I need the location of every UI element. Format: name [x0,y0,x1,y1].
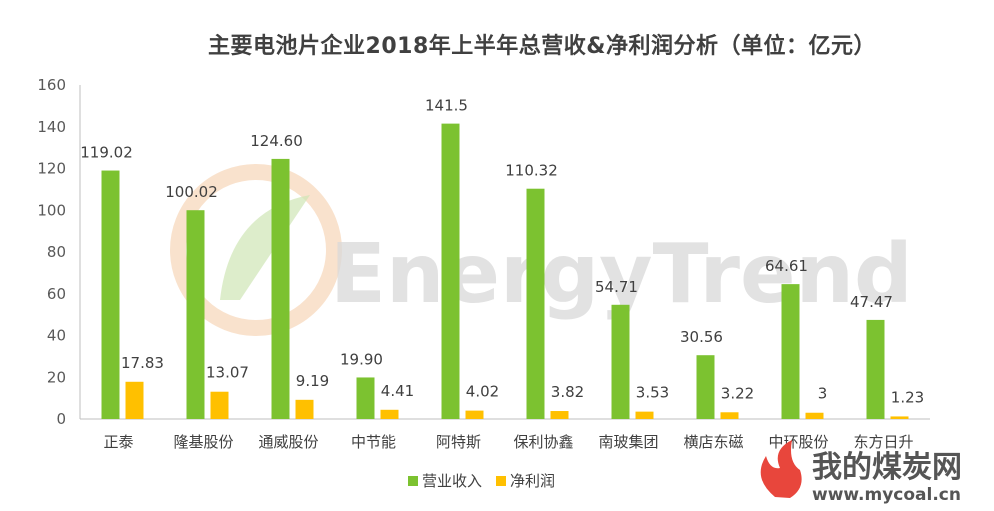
bar-net-profit [890,416,909,419]
bar-net-profit [210,391,229,419]
legend: 营业收入 净利润 [408,472,555,490]
x-tick-label: 横店东磁 [683,433,743,451]
watermark-leaf-icon [220,195,310,300]
data-label-revenue: 19.90 [340,350,383,368]
data-label-net-profit: 4.41 [381,382,414,400]
x-tick-label: 隆基股份 [173,433,233,451]
legend-label: 营业收入 [422,472,482,490]
watermark-ring-icon [170,164,342,336]
bar-revenue [866,319,885,419]
data-label-revenue: 30.56 [680,328,723,346]
legend-swatch [496,476,506,486]
bar-revenue [526,188,545,419]
y-tick-label: 20 [47,368,66,386]
data-label-revenue: 64.61 [765,257,808,275]
data-label-net-profit: 3.82 [551,383,584,401]
x-tick-labels: 正泰 隆基股份 通威股份 中节能 阿特斯 保利协鑫 南玻集团 横店东磁 中环股份 东方日升 [103,433,913,451]
x-tick-label: 中节能 [351,433,396,451]
data-label-net-profit: 17.83 [121,354,164,372]
x-tick-label: 通威股份 [258,433,318,451]
bar-revenue [441,123,460,420]
bar-net-profit [635,411,654,419]
bar-revenue [186,210,205,419]
site-name: 我的煤炭网 [812,450,962,485]
y-tick-label: 80 [47,243,66,261]
bars [101,123,909,420]
bar-net-profit [465,410,484,419]
data-label-revenue: 119.02 [80,144,133,162]
bar-revenue [271,158,290,419]
data-label-net-profit: 3.53 [636,384,669,402]
bar-net-profit [720,412,739,419]
data-label-net-profit: 9.19 [296,372,329,390]
bar-revenue [101,170,120,419]
bar-net-profit [125,381,144,419]
data-label-revenue: 100.02 [165,183,218,201]
y-tick-label: 0 [56,410,66,428]
bar-net-profit [805,412,824,419]
data-label-revenue: 124.60 [250,132,303,150]
legend-label: 净利润 [510,472,555,490]
y-tick-labels: 0 20 40 60 80 100 120 140 160 [37,76,66,428]
data-label-revenue: 54.71 [595,278,638,296]
data-label-net-profit: 1.23 [891,388,924,406]
y-tick-label: 140 [37,118,66,136]
bar-net-profit [380,409,399,419]
y-tick-label: 100 [37,201,66,219]
legend-swatch [408,476,418,486]
watermark: EnergyTrend [170,164,913,336]
y-tick-label: 40 [47,327,66,345]
bar-revenue [781,284,800,419]
bar-revenue [696,355,715,419]
site-url: www.mycoal.cn [812,485,961,505]
y-tick-label: 160 [37,76,66,94]
flame-icon [760,440,802,498]
bar-revenue [611,304,630,419]
x-tick-label: 正泰 [103,433,133,451]
y-tick-label: 60 [47,285,66,303]
data-label-net-profit: 13.07 [206,364,249,382]
bar-net-profit [550,411,569,419]
x-tick-label: 保利协鑫 [513,433,573,451]
bar-net-profit [295,399,314,419]
y-tick-label: 120 [37,160,66,178]
bar-revenue [356,377,375,419]
data-label-revenue: 110.32 [505,162,558,180]
data-label-net-profit: 3 [818,385,828,403]
x-tick-label: 中环股份 [768,433,828,451]
data-label-revenue: 47.47 [850,293,893,311]
data-label-revenue: 141.5 [425,97,468,115]
chart-title: 主要电池片企业2018年上半年总营收&净利润分析（单位：亿元） [208,34,876,59]
x-tick-label: 东方日升 [853,433,913,451]
x-tick-label: 南玻集团 [598,433,658,451]
site-logo: 我的煤炭网 www.mycoal.cn [760,440,962,505]
data-label-net-profit: 3.22 [721,384,754,402]
data-labels: 119.02 17.83 100.02 13.07 124.60 9.19 19.90 4.4… [80,97,924,407]
x-tick-label: 阿特斯 [436,433,481,451]
data-label-net-profit: 4.02 [466,383,499,401]
